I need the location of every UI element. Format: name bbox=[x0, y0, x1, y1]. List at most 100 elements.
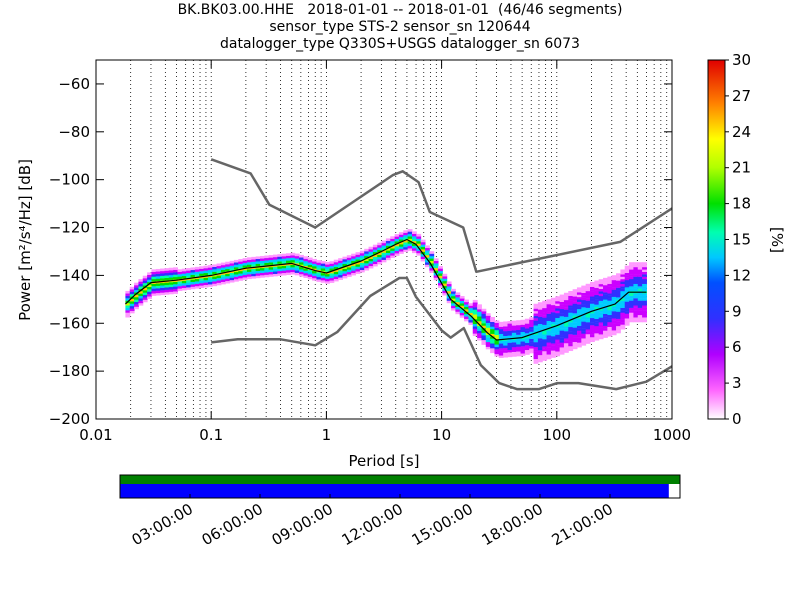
heatmap-cell bbox=[616, 311, 621, 315]
heatmap-cell bbox=[503, 350, 509, 353]
heatmap-cell bbox=[138, 293, 144, 297]
heatmap-cell bbox=[299, 271, 304, 275]
heatmap-cell bbox=[398, 244, 404, 247]
heatmap-cell bbox=[173, 288, 179, 292]
heatmap-cell bbox=[503, 345, 509, 348]
heatmap-cell bbox=[598, 327, 604, 330]
heatmap-cell bbox=[494, 329, 500, 333]
heatmap-cell bbox=[455, 299, 461, 303]
heatmap-cell bbox=[529, 345, 535, 349]
heatmap-cell bbox=[642, 288, 647, 292]
heatmap-cell bbox=[550, 343, 556, 346]
heatmap-cell bbox=[598, 279, 604, 282]
heatmap-cell bbox=[160, 287, 165, 291]
heatmap-cell bbox=[550, 338, 556, 342]
heatmap-cell bbox=[603, 316, 608, 319]
heatmap-cell bbox=[255, 261, 261, 264]
heatmap-cell bbox=[299, 257, 304, 260]
heatmap-cell bbox=[303, 256, 309, 259]
heatmap-cell bbox=[186, 275, 192, 278]
heatmap-cell bbox=[576, 342, 582, 346]
heatmap-cell bbox=[598, 305, 604, 309]
heatmap-cell bbox=[572, 313, 578, 316]
heatmap-cell bbox=[555, 308, 561, 311]
heatmap-cell bbox=[589, 296, 595, 299]
heatmap-cell bbox=[563, 323, 569, 327]
heatmap-cell bbox=[142, 280, 148, 284]
x-tick-label: 1000 bbox=[653, 426, 691, 444]
heatmap-cell bbox=[277, 261, 283, 264]
heatmap-cell bbox=[624, 275, 630, 278]
heatmap-cell bbox=[177, 281, 183, 284]
heatmap-cell bbox=[368, 246, 374, 250]
heatmap-cell bbox=[160, 273, 165, 276]
heatmap-cell bbox=[264, 274, 270, 278]
heatmap-cell bbox=[507, 342, 513, 346]
heatmap-cell bbox=[138, 291, 144, 294]
heatmap-cell bbox=[325, 261, 330, 265]
heatmap-cell bbox=[212, 283, 218, 287]
heatmap-cell bbox=[429, 267, 435, 271]
heatmap-cell bbox=[260, 255, 265, 259]
heatmap-cell bbox=[368, 263, 374, 267]
colorbar-label: [%] bbox=[768, 227, 786, 253]
heatmap-cell bbox=[503, 328, 509, 332]
heatmap-cell bbox=[160, 292, 165, 296]
heatmap-cell bbox=[576, 316, 582, 319]
heatmap-cell bbox=[542, 355, 548, 359]
heatmap-cell bbox=[307, 264, 313, 268]
heatmap-cell bbox=[338, 260, 344, 264]
heatmap-cell bbox=[199, 266, 205, 269]
heatmap-cell bbox=[624, 287, 630, 290]
heatmap-cell bbox=[607, 281, 613, 284]
heatmap-cell bbox=[524, 335, 530, 339]
noise-model-lines bbox=[124, 158, 672, 391]
heatmap-cell bbox=[147, 286, 152, 290]
heatmap-cell bbox=[138, 286, 144, 289]
heatmap-cell bbox=[542, 312, 548, 316]
heatmap-cell bbox=[294, 265, 300, 269]
heatmap-cell bbox=[607, 324, 613, 327]
heatmap-cell bbox=[642, 269, 647, 273]
heatmap-cell bbox=[251, 256, 257, 260]
heatmap-cell bbox=[581, 302, 587, 305]
heatmap-cell bbox=[507, 330, 513, 334]
heatmap-cell bbox=[529, 336, 535, 339]
heatmap-cell bbox=[611, 306, 617, 309]
heatmap-cell bbox=[516, 327, 522, 331]
heatmap-cell bbox=[468, 303, 474, 306]
heatmap-cell bbox=[607, 290, 613, 294]
heatmap-cell bbox=[546, 342, 552, 345]
heatmap-cell bbox=[377, 261, 383, 265]
heatmap-cell bbox=[581, 335, 587, 339]
heatmap-cell bbox=[442, 290, 448, 294]
heatmap-cell bbox=[186, 272, 192, 276]
heatmap-cell bbox=[594, 287, 600, 291]
heatmap-cell bbox=[620, 300, 626, 304]
heatmap-cell bbox=[312, 268, 317, 272]
heatmap-cell bbox=[151, 274, 157, 277]
heatmap-cell bbox=[546, 335, 552, 338]
heatmap-cell bbox=[446, 283, 452, 287]
y-tick-label: −120 bbox=[49, 219, 90, 237]
y-axis-label: Power [m²/s⁴/Hz] [dB] bbox=[16, 159, 34, 321]
heatmap-cell bbox=[251, 276, 257, 279]
heatmap-cell bbox=[246, 264, 252, 268]
heatmap-cell bbox=[563, 345, 569, 349]
heatmap-cell bbox=[173, 281, 179, 285]
heatmap-cell bbox=[563, 331, 569, 334]
heatmap-cell bbox=[568, 314, 574, 318]
heatmap-cell bbox=[494, 332, 500, 335]
heatmap-cell bbox=[585, 338, 591, 342]
heatmap-cell bbox=[325, 278, 330, 282]
x-axis-label: Period [s] bbox=[348, 452, 419, 470]
heatmap-cell bbox=[168, 284, 174, 288]
heatmap-cell bbox=[286, 265, 291, 268]
heatmap-cell bbox=[637, 286, 643, 289]
heatmap-cell bbox=[546, 337, 552, 341]
heatmap-cell bbox=[190, 267, 196, 271]
heatmap-cell bbox=[372, 263, 378, 267]
heatmap-cell bbox=[494, 334, 500, 338]
heatmap-cell bbox=[546, 349, 552, 353]
heatmap-cell bbox=[572, 320, 578, 323]
